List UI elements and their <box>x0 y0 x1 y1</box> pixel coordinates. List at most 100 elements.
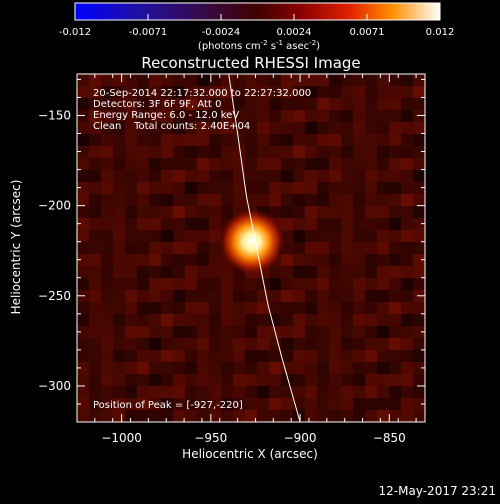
noise-cell <box>377 98 389 110</box>
noise-cell <box>149 410 161 422</box>
noise-cell <box>353 134 365 146</box>
noise-cell <box>401 110 413 122</box>
noise-cell <box>221 350 233 362</box>
noise-cell <box>413 218 425 230</box>
noise-cell <box>401 362 413 374</box>
noise-cell <box>125 110 137 122</box>
noise-cell <box>197 122 209 134</box>
noise-cell <box>101 386 113 398</box>
noise-cell <box>101 146 113 158</box>
noise-cell <box>281 350 293 362</box>
noise-cell <box>101 230 113 242</box>
noise-cell <box>293 254 305 266</box>
noise-cell <box>101 266 113 278</box>
noise-cell <box>89 350 101 362</box>
noise-cell <box>317 326 329 338</box>
noise-cell <box>341 122 353 134</box>
noise-cell <box>257 158 269 170</box>
noise-cell <box>305 266 317 278</box>
noise-cell <box>401 170 413 182</box>
noise-cell <box>221 74 233 86</box>
noise-cell <box>173 278 185 290</box>
noise-cell <box>269 86 281 98</box>
noise-cell <box>389 338 401 350</box>
noise-cell <box>353 350 365 362</box>
colorbar-tick-label: 0.0024 <box>277 27 312 38</box>
noise-cell <box>101 254 113 266</box>
noise-cell <box>317 218 329 230</box>
noise-cell <box>329 230 341 242</box>
noise-cell <box>353 278 365 290</box>
noise-cell <box>173 182 185 194</box>
noise-cell <box>317 254 329 266</box>
noise-cell <box>113 290 125 302</box>
noise-cell <box>389 350 401 362</box>
noise-cell <box>149 230 161 242</box>
noise-cell <box>293 110 305 122</box>
noise-cell <box>161 290 173 302</box>
noise-cell <box>173 98 185 110</box>
noise-cell <box>389 218 401 230</box>
noise-cell <box>317 122 329 134</box>
noise-cell <box>233 350 245 362</box>
noise-cell <box>197 182 209 194</box>
noise-cell <box>329 278 341 290</box>
noise-cell <box>293 230 305 242</box>
noise-cell <box>101 110 113 122</box>
noise-cell <box>125 206 137 218</box>
noise-cell <box>329 206 341 218</box>
noise-cell <box>305 206 317 218</box>
noise-cell <box>269 74 281 86</box>
noise-cell <box>293 134 305 146</box>
noise-cell <box>329 362 341 374</box>
noise-cell <box>269 134 281 146</box>
noise-cell <box>353 302 365 314</box>
noise-cell <box>305 350 317 362</box>
noise-cell <box>245 170 257 182</box>
noise-cell <box>281 386 293 398</box>
colorbar-tick-label: -0.0024 <box>202 27 241 38</box>
noise-cell <box>305 122 317 134</box>
noise-cell <box>113 98 125 110</box>
noise-cell <box>185 314 197 326</box>
noise-cell <box>257 398 269 410</box>
noise-cell <box>377 386 389 398</box>
noise-cell <box>341 398 353 410</box>
noise-cell <box>149 398 161 410</box>
noise-cell <box>89 410 101 422</box>
noise-cell <box>77 398 89 410</box>
noise-cell <box>89 134 101 146</box>
noise-cell <box>245 74 257 86</box>
noise-cell <box>305 146 317 158</box>
noise-cell <box>317 398 329 410</box>
noise-cell <box>161 158 173 170</box>
noise-cell <box>389 242 401 254</box>
noise-cell <box>257 146 269 158</box>
noise-cell <box>305 398 317 410</box>
noise-cell <box>185 350 197 362</box>
noise-cell <box>137 206 149 218</box>
noise-cell <box>125 374 137 386</box>
noise-cell <box>401 302 413 314</box>
noise-cell <box>377 374 389 386</box>
noise-cell <box>149 290 161 302</box>
noise-cell <box>161 194 173 206</box>
noise-cell <box>233 386 245 398</box>
noise-cell <box>365 338 377 350</box>
noise-cell <box>329 326 341 338</box>
noise-cell <box>245 374 257 386</box>
noise-cell <box>221 386 233 398</box>
noise-cell <box>245 338 257 350</box>
noise-cell <box>185 74 197 86</box>
noise-cell <box>413 302 425 314</box>
noise-cell <box>413 398 425 410</box>
noise-cell <box>257 326 269 338</box>
noise-cell <box>245 386 257 398</box>
noise-cell <box>341 302 353 314</box>
noise-cell <box>281 398 293 410</box>
noise-cell <box>101 170 113 182</box>
noise-cell <box>197 98 209 110</box>
noise-cell <box>353 338 365 350</box>
noise-cell <box>161 218 173 230</box>
noise-cell <box>185 86 197 98</box>
